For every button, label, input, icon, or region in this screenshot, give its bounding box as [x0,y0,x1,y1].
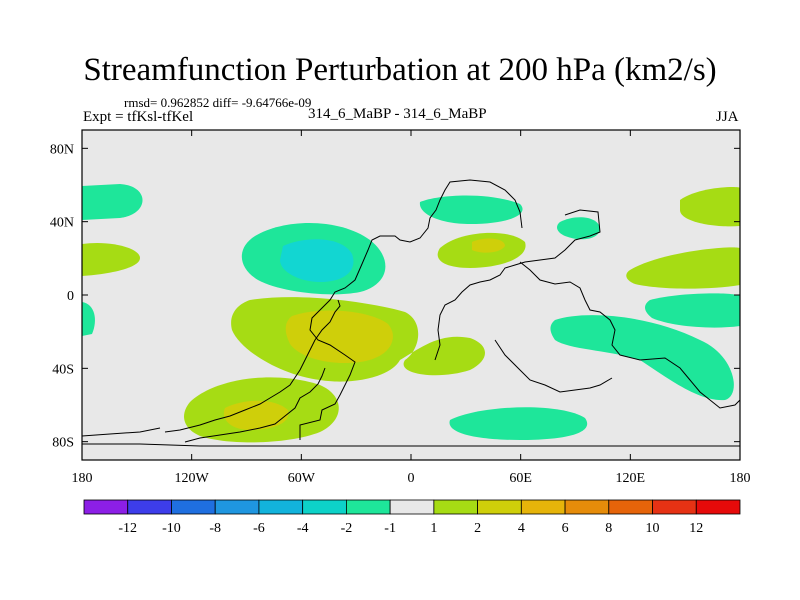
colorbar-swatch [127,499,172,515]
anomaly-wpacific-neg [82,302,95,336]
x-tick-label: 60E [509,471,532,486]
colorbar-label: -10 [162,521,181,536]
colorbar-swatch [652,499,697,515]
colorbar-swatch [258,499,304,515]
x-tick-label: 120W [175,471,210,486]
colorbar-label: -1 [384,521,396,536]
anomaly-spacific-core [223,400,289,430]
season-label: JJA [716,109,739,125]
y-tick-label: 40N [50,216,74,231]
colorbar-swatch [214,499,260,515]
colorbar-label: 2 [474,521,481,536]
anomaly-middle-east-core [472,238,505,253]
colorbar-label: -8 [209,521,221,536]
colorbar-swatch [345,499,391,515]
axis-ticks: 180 120W 60W 0 60E 120E 180 80N 40N 0 40S 80S [50,130,751,486]
anomaly-east-asia [557,217,600,240]
x-tick-label: 180 [72,471,93,486]
x-tick-label: 120E [616,471,646,486]
anomaly-southern-ocean [449,407,588,440]
colorbar-swatch [695,499,741,515]
colorbar-label: 6 [562,521,569,536]
continent-outlines [82,179,740,447]
colorbar-swatch [389,499,435,515]
anomaly-trop-atlantic-core [285,310,393,364]
colorbar-label: 8 [605,521,612,536]
x-tick-label: 0 [408,471,415,486]
colorbar-swatch [433,499,479,515]
y-tick-label: 80S [52,436,74,451]
coastline-antarctica [82,443,740,447]
colorbar-label: -2 [341,521,353,536]
anomaly-wpacific-left [82,242,140,276]
colorbar-swatch [477,499,522,515]
anomaly-epacific-neg [645,293,740,328]
anomaly-epacific [626,247,740,289]
colorbar-label: 10 [646,521,660,536]
coastline-south-pacific [82,427,161,437]
coastline-asia [519,261,740,409]
anomaly-npacific-east [680,187,740,227]
colorbar-swatch [302,499,347,515]
x-tick-label: 180 [730,471,751,486]
colorbar-swatch [520,499,566,515]
coastline-africa-south [494,339,613,393]
x-tick-label: 60W [288,471,316,486]
colorbar-swatch [608,499,653,515]
anomaly-natlantic-neg [419,195,523,224]
rmsd-label: rmsd= 0.962852 diff= -9.64766e-09 [124,95,312,110]
colorbar-label: -12 [118,521,137,536]
colorbar: -12 -10 -8 -6 -4 -2 -1 1 2 4 6 8 10 12 [83,499,741,536]
colorbar-swatch [83,499,129,515]
y-tick-label: 40S [52,362,74,377]
plot-background [82,130,740,460]
colorbar-swatch [564,499,610,515]
coastline-sa-west [184,367,326,443]
y-tick-label: 80N [50,142,74,157]
experiment-label: Expt = tfKsl-tfKel [83,109,194,125]
anomaly-npacific [82,184,143,220]
colorbar-label: 4 [518,521,525,536]
chart-title: Streamfunction Perturbation at 200 hPa (… [83,52,717,88]
coastline-south-america [164,299,341,433]
contour-fields [82,184,740,443]
colorbar-label: -6 [253,521,265,536]
colorbar-label: -4 [297,521,309,536]
y-tick-label: 0 [67,289,74,304]
anomaly-indian-ocean [550,315,734,401]
colorbar-label: 1 [430,521,437,536]
coastline-americas [299,179,523,440]
colorbar-swatch [171,499,216,515]
coastline-europe-africa [434,209,601,361]
anomaly-atlantic-core [280,239,354,282]
colorbar-label: 12 [689,521,703,536]
case-label: 314_6_MaBP - 314_6_MaBP [308,106,487,122]
